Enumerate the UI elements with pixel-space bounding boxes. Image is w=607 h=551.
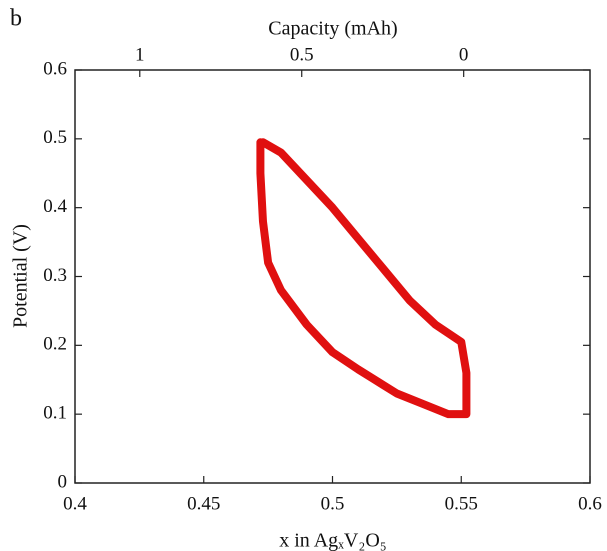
panel-label: b xyxy=(10,6,22,32)
x-tick-label: 0.4 xyxy=(63,493,87,514)
y-tick-label: 0.3 xyxy=(43,265,67,286)
y-tick-label: 0.6 xyxy=(43,58,67,79)
x2-axis-label: Capacity (mAh) xyxy=(268,18,397,40)
x2-tick-label: 0 xyxy=(459,44,469,65)
plot-frame xyxy=(74,69,591,484)
x2-tick-label: 0.5 xyxy=(290,44,314,65)
y-tick-label: 0.4 xyxy=(43,196,67,217)
data-line xyxy=(256,138,471,419)
x-axis-label: x in AgₓV₂O₅ xyxy=(279,530,387,551)
y-tick-label: 0 xyxy=(58,471,68,492)
y-axis-label: Potential (V) xyxy=(10,224,32,328)
x-tick-label: 0.45 xyxy=(187,493,220,514)
x-tick-label: 0.5 xyxy=(321,493,345,514)
x2-tick-label: 1 xyxy=(135,44,145,65)
x-tick-label: 0.6 xyxy=(578,493,602,514)
y-tick-label: 0.5 xyxy=(43,127,67,148)
y-tick-label: 0.2 xyxy=(43,334,67,355)
x-tick-label: 0.55 xyxy=(445,493,478,514)
y-tick-label: 0.1 xyxy=(43,403,67,424)
